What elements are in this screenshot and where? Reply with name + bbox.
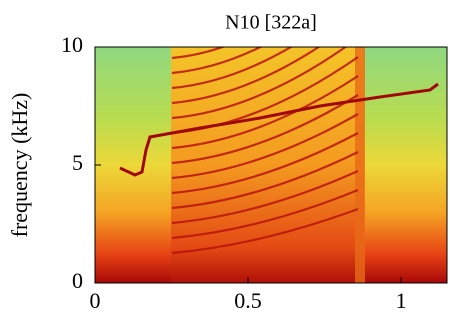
signal-edge [355, 47, 365, 283]
y-tick-label: 0 [72, 268, 83, 293]
harmonic-stripe [171, 132, 359, 195]
x-tick-label: 1 [396, 288, 407, 313]
y-tick-label: 10 [61, 32, 83, 57]
harmonic-stripe [171, 47, 294, 90]
harmonic-stripe [171, 75, 359, 150]
chart-title: N10 [322a] [225, 12, 317, 34]
harmonic-stripe [171, 188, 359, 240]
y-tick-label: 5 [72, 150, 83, 175]
harmonic-stripe [171, 47, 348, 120]
signal-band [171, 47, 364, 283]
tonal-line [119, 82, 439, 177]
harmonic-stripe [171, 169, 359, 225]
harmonic-stripe [171, 207, 359, 255]
harmonic-stripe [171, 47, 226, 60]
harmonic-stripe [171, 47, 321, 105]
harmonic-stripe [171, 94, 359, 165]
x-tick-label: 0 [90, 288, 101, 313]
harmonic-stripe [171, 47, 263, 75]
harmonic-stripe [171, 151, 359, 210]
x-tick-label: 0.5 [234, 288, 262, 313]
y-axis-label: frequency (kHz) [7, 93, 32, 238]
spectrogram-image [95, 47, 447, 283]
harmonic-stripe [171, 113, 359, 180]
